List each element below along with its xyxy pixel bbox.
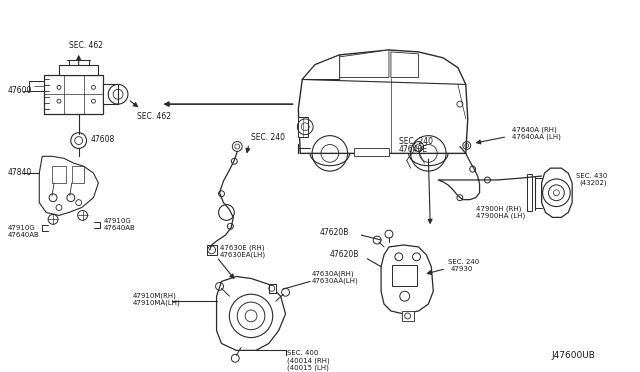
Text: 47640AB: 47640AB xyxy=(8,232,40,238)
Text: 47910G: 47910G xyxy=(8,225,35,231)
Polygon shape xyxy=(527,174,532,212)
Text: 47910G: 47910G xyxy=(103,218,131,224)
Text: 47608: 47608 xyxy=(90,135,115,144)
Text: SEC. 400: SEC. 400 xyxy=(287,350,319,356)
Text: 47910MA(LH): 47910MA(LH) xyxy=(133,299,180,306)
Polygon shape xyxy=(44,74,103,114)
Polygon shape xyxy=(298,117,308,137)
Text: 47620B: 47620B xyxy=(320,228,349,237)
Text: 47640AB: 47640AB xyxy=(103,225,135,231)
Polygon shape xyxy=(298,50,468,153)
Text: (43202): (43202) xyxy=(579,180,607,186)
Text: 47900HA (LH): 47900HA (LH) xyxy=(476,212,525,219)
Polygon shape xyxy=(207,245,216,255)
Text: 47910M(RH): 47910M(RH) xyxy=(133,293,177,299)
Text: 47840: 47840 xyxy=(8,167,32,177)
Text: SEC. 240: SEC. 240 xyxy=(251,132,285,142)
Text: 47900H (RH): 47900H (RH) xyxy=(476,206,521,212)
Text: SEC. 240: SEC. 240 xyxy=(448,259,479,264)
Text: 47640E: 47640E xyxy=(399,145,428,154)
Polygon shape xyxy=(541,168,572,217)
Text: 47620B: 47620B xyxy=(330,250,359,259)
Polygon shape xyxy=(355,148,389,156)
Polygon shape xyxy=(381,245,433,314)
Polygon shape xyxy=(340,50,389,77)
Text: 47600: 47600 xyxy=(8,86,32,95)
Text: 47630AA(LH): 47630AA(LH) xyxy=(312,278,359,284)
Text: J47600UB: J47600UB xyxy=(552,351,595,360)
Text: 47630EA(LH): 47630EA(LH) xyxy=(220,252,266,259)
Polygon shape xyxy=(269,284,276,293)
Polygon shape xyxy=(216,276,285,350)
Text: 47630A(RH): 47630A(RH) xyxy=(312,271,355,278)
Text: 47930: 47930 xyxy=(451,266,474,272)
Text: SEC. 430: SEC. 430 xyxy=(576,173,607,179)
Polygon shape xyxy=(39,156,99,215)
Polygon shape xyxy=(391,52,419,77)
Text: 47640AA (LH): 47640AA (LH) xyxy=(512,133,561,140)
Text: SEC. 462: SEC. 462 xyxy=(69,41,103,50)
Text: (40015 (LH): (40015 (LH) xyxy=(287,364,330,371)
Text: 47630E (RH): 47630E (RH) xyxy=(220,245,264,251)
Text: 47640A (RH): 47640A (RH) xyxy=(512,126,557,133)
Polygon shape xyxy=(402,311,413,321)
Polygon shape xyxy=(392,264,417,286)
Text: (40014 (RH): (40014 (RH) xyxy=(287,357,330,364)
Polygon shape xyxy=(29,81,44,91)
Text: SEC. 462: SEC. 462 xyxy=(137,112,171,121)
Polygon shape xyxy=(302,55,340,80)
Polygon shape xyxy=(103,84,118,104)
Text: SEC. 240: SEC. 240 xyxy=(399,138,433,147)
Polygon shape xyxy=(59,65,99,74)
